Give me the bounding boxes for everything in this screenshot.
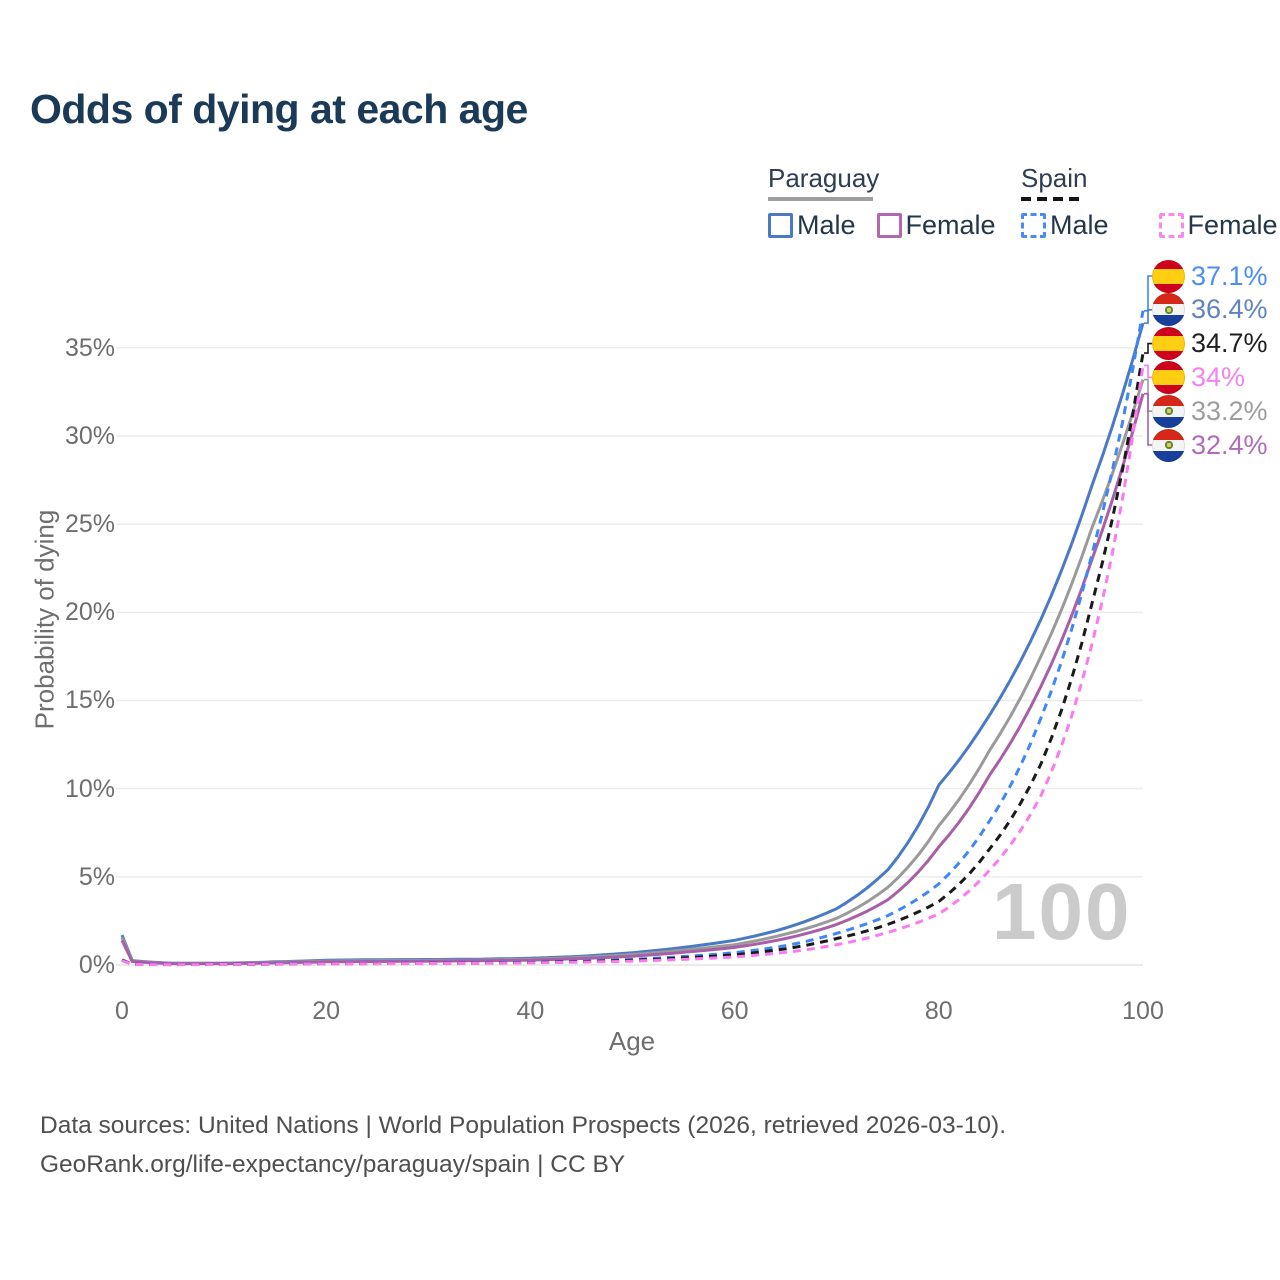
legend-items: Male Female [1021,210,1278,241]
legend-dashed-line-swatch [1021,197,1083,201]
legend-group-paraguay: Paraguay Male Female [768,163,996,241]
legend-item-spain-male[interactable]: Male [1021,210,1109,241]
line-spain-female [121,365,1145,967]
legend-item-label: Female [905,210,996,240]
line-paraguay-male [120,322,1145,965]
leader-line [1144,309,1152,324]
leader-line [1144,275,1152,312]
leader-line [1144,392,1152,446]
leader-line [1144,364,1152,379]
checkbox-icon[interactable] [1158,213,1184,238]
legend-country-label: Paraguay [768,163,880,193]
footer-line-2: GeoRank.org/life-expectancy/paraguay/spa… [40,1151,626,1178]
checkbox-icon[interactable] [1021,213,1046,238]
age-watermark: 100 [992,867,1132,956]
legend-items: Male Female [768,210,996,241]
line-paraguay-female [120,393,1145,966]
legend-item-label: Male [1050,210,1109,240]
footer: Data sources: United Nations | World Pop… [40,1106,1006,1184]
leader-line [1144,342,1152,354]
line-spain-both-sexes [121,352,1145,967]
legend-item-label: Male [797,210,856,240]
page-title: Odds of dying at each age [30,86,528,132]
line-spain-male [121,310,1145,966]
footer-line-1: Data sources: United Nations | World Pop… [40,1112,1007,1139]
legend-group-spain: Spain Male Female [1021,163,1278,241]
legend-item-label: Female [1187,210,1278,240]
line-paraguay-both-sexes [120,379,1145,965]
legend-item-paraguay-male[interactable]: Male [768,210,856,241]
checkbox-icon[interactable] [876,213,902,238]
legend-solid-line-swatch [768,197,873,201]
legend-item-spain-female[interactable]: Female [1158,210,1278,241]
legend-country-label: Spain [1021,163,1088,193]
legend-item-paraguay-female[interactable]: Female [876,210,996,241]
checkbox-icon[interactable] [768,213,793,238]
